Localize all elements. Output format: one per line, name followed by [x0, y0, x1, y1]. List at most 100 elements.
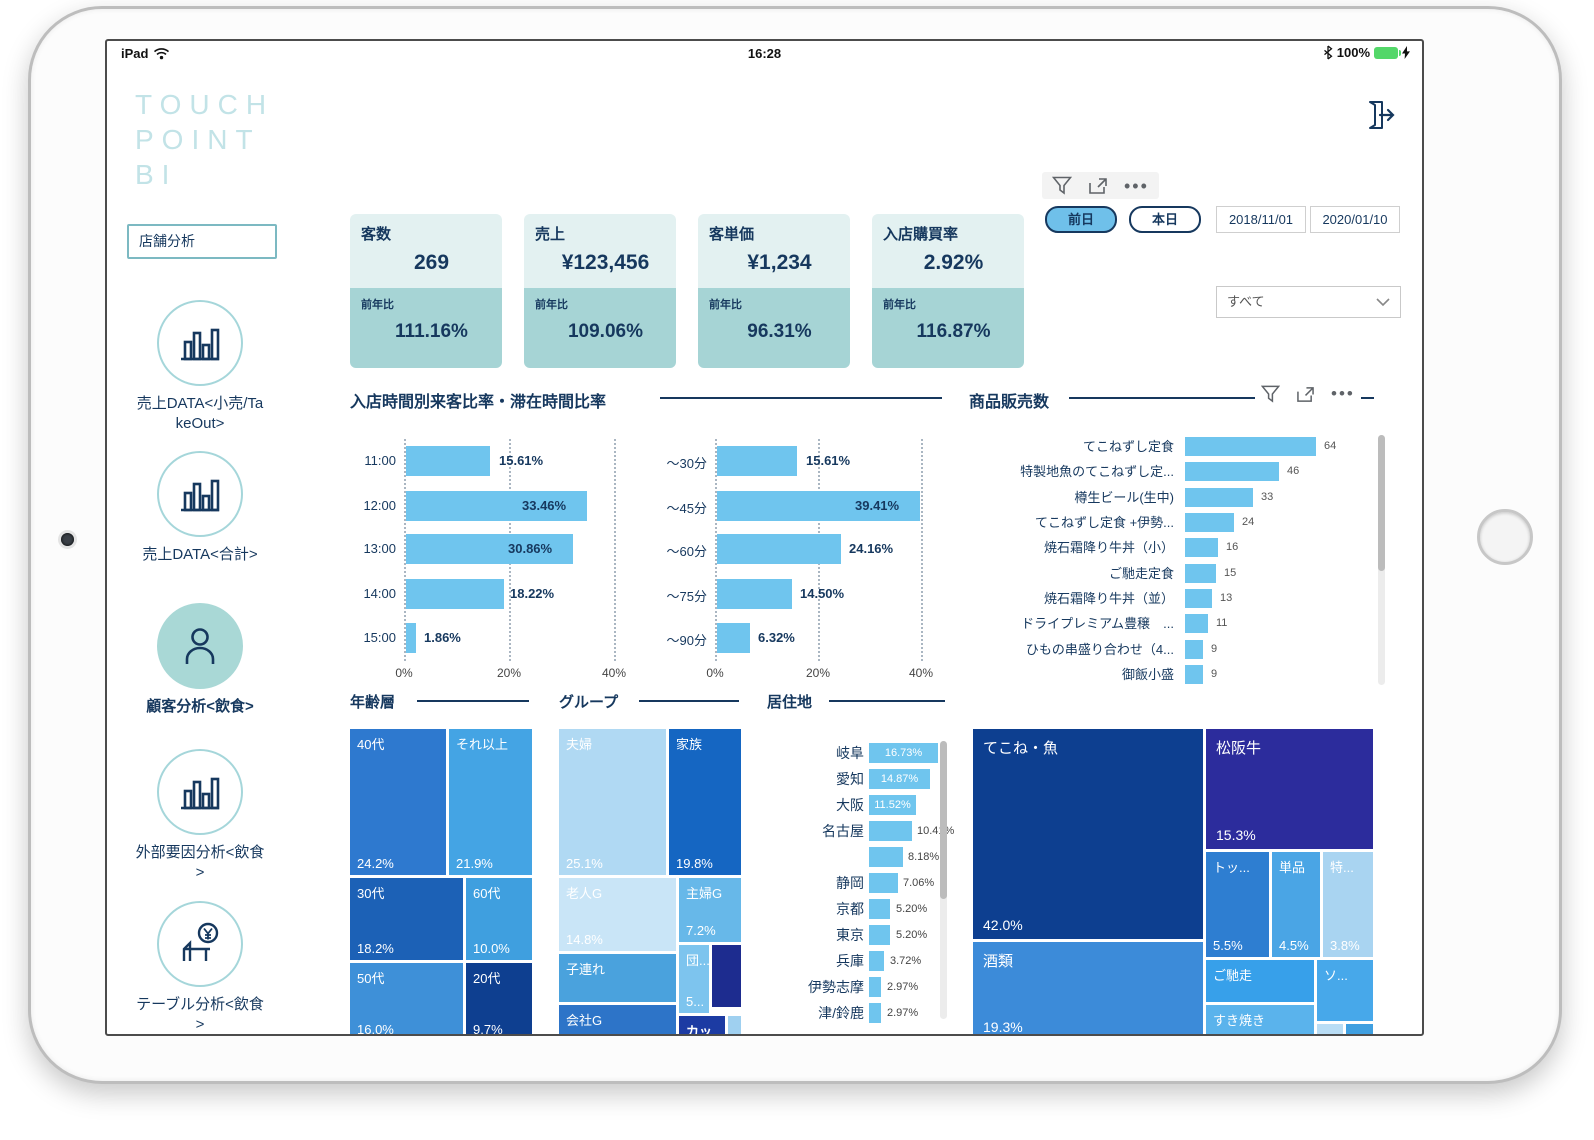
treemap-cell[interactable]: 家族 19.8%: [669, 729, 741, 875]
treemap-cell[interactable]: [728, 1016, 741, 1034]
today-button[interactable]: 本日: [1129, 206, 1201, 233]
x-tick: 40%: [908, 666, 934, 680]
bar[interactable]: [869, 925, 890, 945]
bar[interactable]: [869, 873, 898, 893]
treemap-cell[interactable]: 単品 4.5%: [1272, 852, 1320, 957]
store-analysis-box[interactable]: 店舗分析: [127, 224, 277, 259]
kpi-card-sales[interactable]: 売上 ¥123,456 前年比 109.06%: [524, 214, 676, 368]
treemap-cell[interactable]: 特... 3.8%: [1323, 852, 1373, 957]
sidebar-item-external-factors[interactable]: 外部要因分析<飲食>: [115, 749, 285, 883]
bar-value: 15.61%: [499, 453, 544, 468]
date-end-input[interactable]: 2020/01/10: [1310, 206, 1400, 233]
more-options-icon[interactable]: •••: [1124, 175, 1149, 196]
treemap-cell[interactable]: トッ... 5.5%: [1206, 852, 1269, 957]
bar[interactable]: [869, 951, 884, 971]
bar[interactable]: [1185, 564, 1216, 583]
bar[interactable]: [406, 446, 490, 476]
date-start-input[interactable]: 2018/11/01: [1216, 206, 1306, 233]
bar[interactable]: [406, 534, 573, 564]
treemap-cell[interactable]: 主婦G 7.2%: [679, 878, 741, 942]
bar[interactable]: [1185, 488, 1253, 507]
treemap-cell[interactable]: カッ...: [679, 1016, 725, 1034]
bar[interactable]: [717, 446, 797, 476]
axis-label: 14:00: [363, 586, 396, 601]
treemap-cell[interactable]: 松阪牛 15.3%: [1206, 729, 1373, 849]
bar[interactable]: [869, 743, 938, 763]
bar[interactable]: [1185, 538, 1218, 557]
bar[interactable]: [406, 491, 587, 521]
bar[interactable]: [869, 1003, 881, 1023]
treemap-cell[interactable]: 40代 24.2%: [350, 729, 446, 875]
bar[interactable]: [869, 821, 912, 841]
bar[interactable]: [869, 847, 903, 867]
bar[interactable]: [717, 491, 920, 521]
treemap-cell[interactable]: 30代 18.2%: [350, 878, 463, 960]
treemap-cell[interactable]: 夫婦 25.1%: [559, 729, 666, 875]
bar[interactable]: [1185, 437, 1316, 456]
treemap-cell[interactable]: それ以上 21.9%: [449, 729, 532, 875]
sidebar-item-customer-analysis[interactable]: 顧客分析<飲食>: [115, 603, 285, 717]
sidebar-item-sales-retail[interactable]: 売上DATA<小売/TakeOut>: [115, 300, 285, 434]
bar[interactable]: [406, 623, 416, 653]
kpi-yoy-label: 前年比: [535, 299, 568, 311]
bar[interactable]: [1185, 462, 1279, 481]
bar[interactable]: [406, 579, 504, 609]
kpi-card-avg-spend[interactable]: 客単価 ¥1,234 前年比 96.31%: [698, 214, 850, 368]
treemap-cell[interactable]: てこね・魚 42.0%: [973, 729, 1203, 939]
bar[interactable]: [1185, 513, 1234, 532]
treemap-cell[interactable]: [712, 945, 741, 1007]
x-tick: 0%: [395, 666, 413, 680]
bar[interactable]: [1185, 665, 1203, 684]
bar-value: 18.22%: [510, 586, 555, 601]
bar[interactable]: [717, 534, 841, 564]
treemap-cell[interactable]: 20代 9.7%: [466, 963, 532, 1034]
bar[interactable]: [1185, 614, 1208, 633]
treemap-cell[interactable]: 会社G: [559, 1005, 676, 1034]
treemap-cell[interactable]: すき焼き: [1206, 1005, 1314, 1034]
treemap-cell[interactable]: [1346, 1024, 1373, 1034]
kpi-card-customers[interactable]: 客数 269 前年比 111.16%: [350, 214, 502, 368]
filter-icon[interactable]: [1261, 385, 1280, 403]
treemap-cell[interactable]: ソ...: [1317, 960, 1373, 1021]
bar[interactable]: [1185, 589, 1212, 608]
home-button[interactable]: [1477, 509, 1533, 565]
bar-value: 14.87%: [880, 773, 919, 785]
scrollbar-thumb[interactable]: [940, 741, 947, 899]
axis-label: ～90分: [666, 633, 707, 648]
treemap-cell[interactable]: 老人G 14.8%: [559, 878, 676, 951]
treemap-cell[interactable]: 60代 10.0%: [466, 878, 532, 960]
sidebar-item-table-analysis[interactable]: テーブル分析<飲食>: [115, 901, 285, 1034]
bar[interactable]: [717, 623, 750, 653]
bar[interactable]: [869, 977, 881, 997]
logout-icon[interactable]: [1362, 99, 1396, 131]
visual-header-product: •••: [1255, 383, 1361, 405]
bar[interactable]: [869, 795, 916, 815]
bar[interactable]: [869, 769, 930, 789]
treemap-cell[interactable]: [1317, 1024, 1343, 1034]
battery-icon: [1374, 46, 1401, 59]
bar[interactable]: [1185, 640, 1203, 659]
treemap-cell[interactable]: 50代 16.0%: [350, 963, 463, 1034]
axis-label: ～75分: [666, 589, 707, 604]
sidebar-item-sales-total[interactable]: 売上DATA<合計>: [115, 451, 285, 565]
bar[interactable]: [717, 579, 792, 609]
prev-day-button[interactable]: 前日: [1045, 206, 1117, 233]
table-yen-icon: [176, 921, 224, 967]
focus-mode-icon[interactable]: [1088, 177, 1108, 195]
focus-mode-icon[interactable]: [1296, 386, 1315, 403]
section-title-age: 年齢層: [350, 694, 396, 711]
kpi-yoy-value: 111.16%: [395, 321, 468, 342]
bar-value: 16.73%: [884, 747, 923, 759]
bar[interactable]: [869, 899, 890, 919]
bar-value: 33.46%: [522, 498, 567, 513]
store-filter-dropdown[interactable]: すべて: [1216, 286, 1401, 318]
scrollbar-thumb[interactable]: [1378, 435, 1385, 571]
kpi-card-purchase-rate[interactable]: 入店購買率 2.92% 前年比 116.87%: [872, 214, 1024, 368]
treemap-cell[interactable]: ご馳走: [1206, 960, 1314, 1002]
treemap-cell[interactable]: 子連れ: [559, 954, 676, 1002]
filter-icon[interactable]: [1052, 176, 1072, 195]
section-title-group: グループ: [559, 694, 619, 711]
treemap-cell[interactable]: 酒類 19.3%: [973, 942, 1203, 1034]
treemap-cell[interactable]: 団... 5...: [679, 945, 710, 1013]
more-options-icon[interactable]: •••: [1331, 384, 1355, 403]
